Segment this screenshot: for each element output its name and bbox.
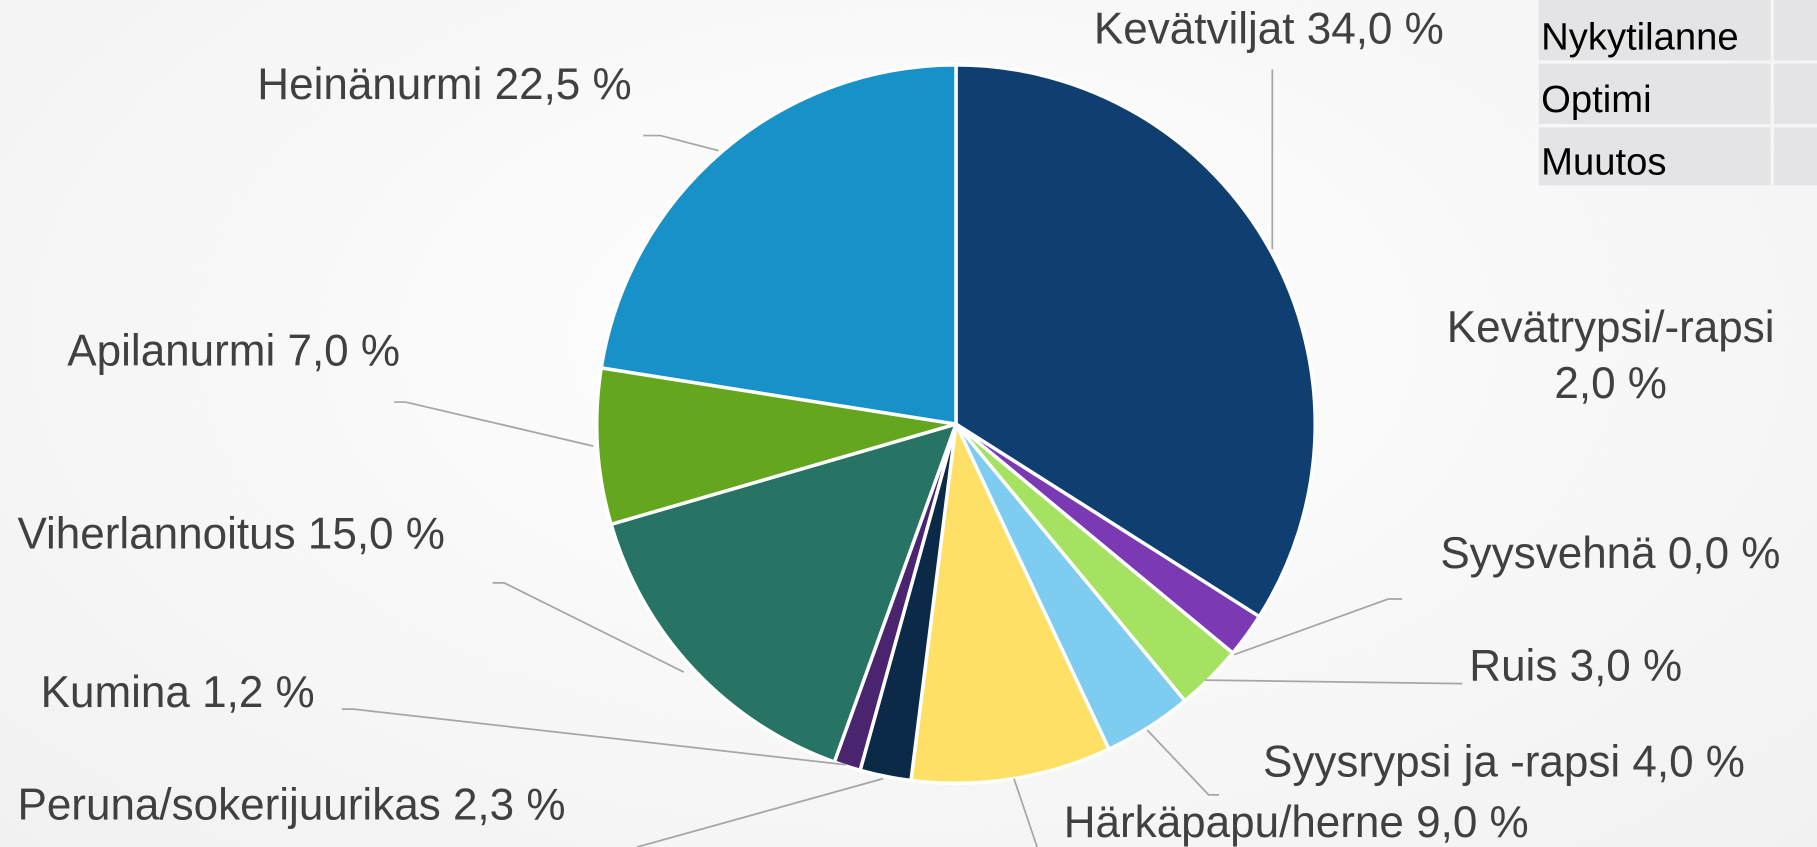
table-cell xyxy=(1538,63,1771,124)
data-label: Peruna/sokerijuurikas 2,3 % xyxy=(17,780,565,829)
label-name: Syysrypsi ja -rapsi xyxy=(1263,737,1620,786)
leader-line xyxy=(394,401,594,447)
data-label: Kumina 1,2 % xyxy=(41,668,315,717)
label-value: 15,0 % xyxy=(308,509,445,558)
label-name: Peruna/sokerijuurikas xyxy=(17,780,440,829)
label-value: 22,5 % xyxy=(495,60,632,109)
data-label: Ruis 3,0 % xyxy=(1469,641,1682,690)
leader-line xyxy=(1013,778,1038,847)
table-row-label: Muutos xyxy=(1541,141,1666,184)
leader-line xyxy=(1205,679,1463,685)
label-value: 9,0 % xyxy=(1416,798,1529,847)
leader-line xyxy=(1233,598,1403,656)
pie-slice xyxy=(595,366,958,527)
label-name: Kevätviljat xyxy=(1094,4,1295,53)
label-value: 34,0 % xyxy=(1307,4,1444,53)
label-name: Syysvehnä xyxy=(1440,529,1656,578)
data-label: Syysvehnä 0,0 % xyxy=(1440,529,1780,578)
data-label: Kevätrypsi/-rapsi 2,0 % xyxy=(1447,303,1775,408)
label-name: Kevätrypsi/-rapsi xyxy=(1447,303,1775,352)
data-label: Viherlannoitus 15,0 % xyxy=(17,509,444,558)
table-cell xyxy=(1538,127,1771,186)
pie-slice xyxy=(954,63,1317,619)
label-name: Apilanurmi xyxy=(67,326,275,375)
leader-line xyxy=(341,708,847,766)
table-cell xyxy=(1774,63,1817,124)
label-value: 2,3 % xyxy=(453,780,566,829)
label-name: Kumina xyxy=(41,668,191,717)
data-label: Kevätviljat 34,0 % xyxy=(1094,4,1444,53)
label-value: 3,0 % xyxy=(1570,641,1683,690)
table: Nykytilanne Optimi Muutos xyxy=(1538,0,1817,186)
leader-line xyxy=(637,777,884,847)
data-label: Heinänurmi 22,5 % xyxy=(257,60,631,109)
data-label: Syysrypsi ja -rapsi 4,0 % xyxy=(1263,737,1745,786)
pie xyxy=(595,63,1317,786)
pie-slice xyxy=(909,422,1111,786)
leader-line xyxy=(492,581,685,673)
label-name: Viherlannoitus xyxy=(17,509,295,558)
label-value: 1,2 % xyxy=(202,668,315,717)
label-name: Ruis xyxy=(1469,641,1557,690)
leader-lines xyxy=(341,69,1463,847)
data-label: Härkäpapu/herne 9,0 % xyxy=(1064,798,1529,847)
label-value: 7,0 % xyxy=(287,326,400,375)
leader-line xyxy=(1146,729,1220,796)
data-label: Apilanurmi 7,0 % xyxy=(67,326,400,375)
pie-slice xyxy=(599,63,958,426)
leader-line xyxy=(643,134,719,152)
table-cell xyxy=(1774,127,1817,186)
label-value: 0,0 % xyxy=(1668,529,1781,578)
label-name: Heinänurmi xyxy=(257,60,482,109)
label-value: 2,0 % xyxy=(1554,358,1667,407)
table-cell xyxy=(1774,0,1817,61)
table-row-label: Optimi xyxy=(1541,78,1651,121)
table-cell xyxy=(1538,0,1771,61)
table-row-label: Nykytilanne xyxy=(1541,15,1739,58)
label-value: 4,0 % xyxy=(1632,737,1745,786)
pie-slice xyxy=(609,422,958,764)
label-name: Härkäpapu/herne xyxy=(1064,798,1404,847)
